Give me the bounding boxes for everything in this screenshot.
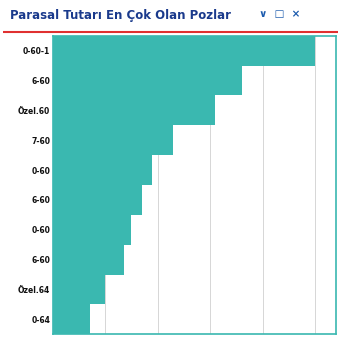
Bar [53,95,215,125]
Bar [53,125,174,155]
Text: Parasal Tutarı En Çok Olan Pozlar: Parasal Tutarı En Çok Olan Pozlar [10,9,231,21]
Bar [53,215,132,245]
Bar [53,155,152,185]
Bar [53,36,315,65]
Bar [53,185,142,215]
Bar [53,65,241,95]
Bar [53,245,123,275]
Bar [53,304,90,334]
Text: ∨  □  ×: ∨ □ × [259,9,300,18]
Bar [53,275,105,304]
